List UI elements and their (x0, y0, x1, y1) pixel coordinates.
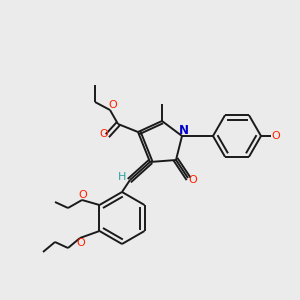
Text: N: N (179, 124, 189, 136)
Text: O: O (76, 238, 85, 248)
Text: O: O (109, 100, 117, 110)
Text: O: O (100, 129, 108, 139)
Text: O: O (79, 190, 87, 200)
Text: O: O (272, 131, 280, 141)
Text: H: H (118, 172, 126, 182)
Text: O: O (189, 175, 197, 185)
